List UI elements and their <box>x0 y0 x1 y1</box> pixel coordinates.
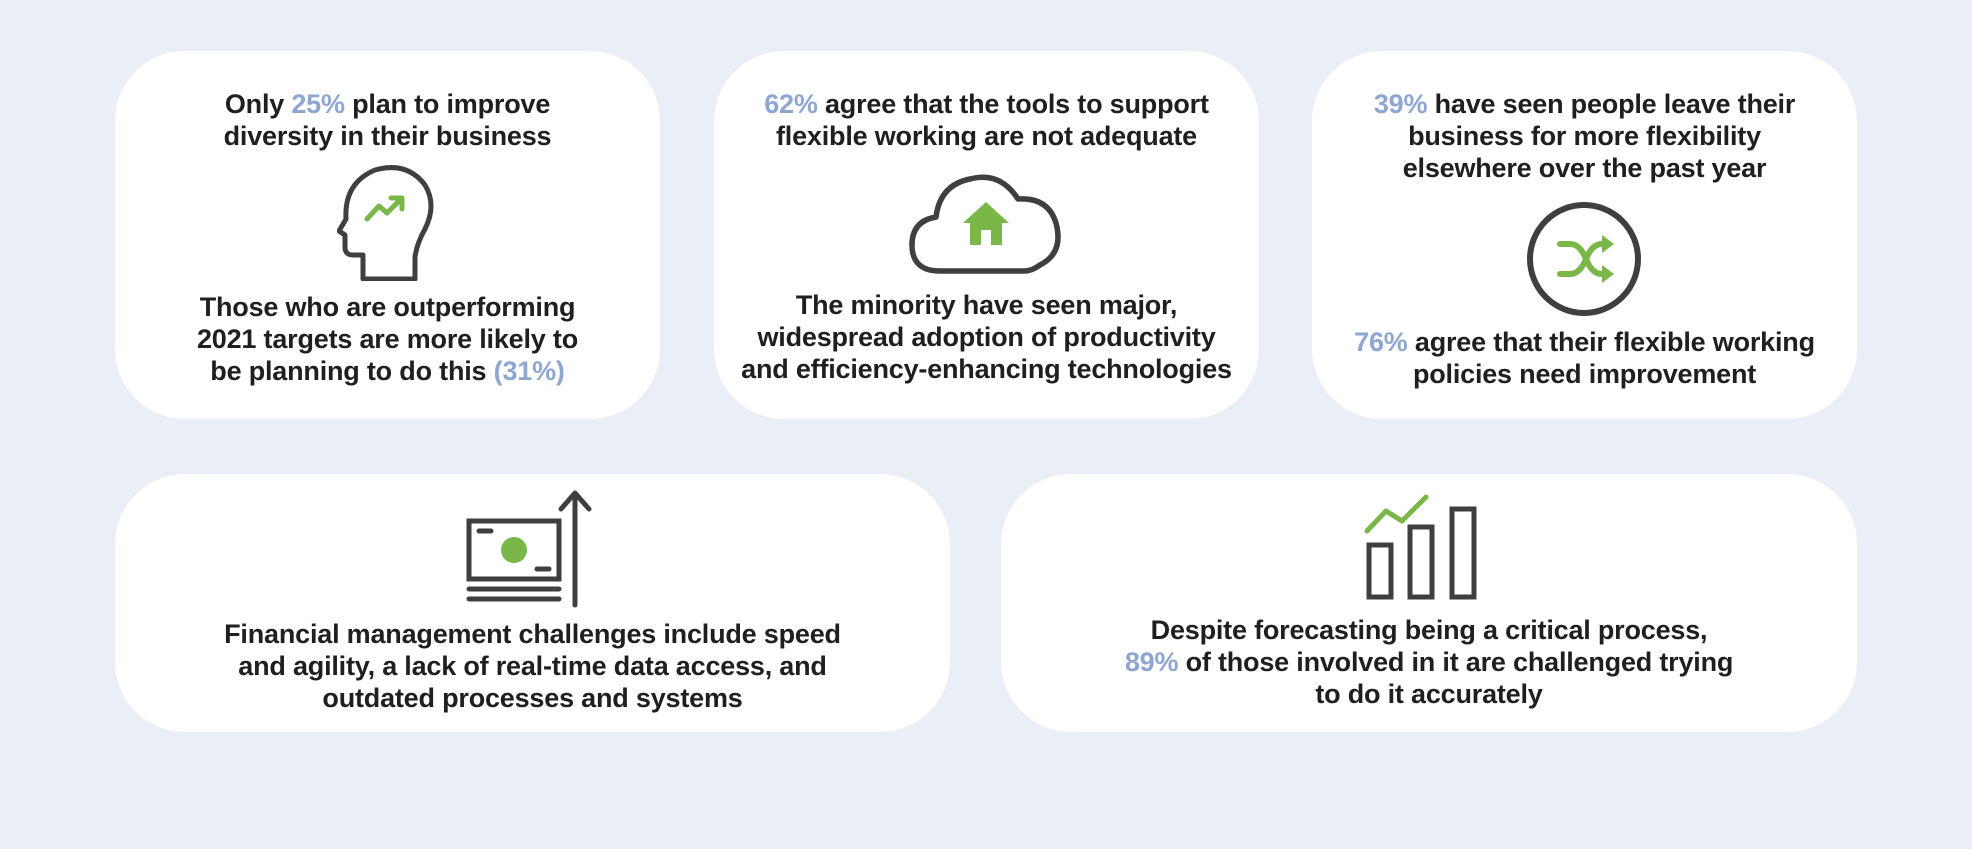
card-detail: Those who are outperforming 2021 targets… <box>115 291 660 387</box>
text-line: outdated processes and systems <box>322 683 743 713</box>
cloud-home-icon <box>908 165 1064 282</box>
highlight-stat: (31%) <box>493 356 565 386</box>
stat-card-financial-management: Financial management challenges include … <box>115 474 950 732</box>
text-line: and efficiency-enhancing technologies <box>741 354 1232 384</box>
card-headline: Financial management challenges include … <box>115 618 950 714</box>
text-line: 2021 targets are more likely to <box>196 324 578 354</box>
text-line: be planning to do this (31%) <box>210 356 565 386</box>
text-line: 89% of those involved in it are challeng… <box>1124 647 1734 677</box>
text-line: flexible working are not adequate <box>776 121 1197 151</box>
text-line: 39% have seen people leave their <box>1373 89 1796 119</box>
highlight-stat: 39% <box>1373 89 1428 119</box>
highlight-stat: 25% <box>291 89 345 119</box>
stat-card-diversity: Only 25% plan to improve diversity in th… <box>115 51 660 419</box>
stat-card-forecasting: Despite forecasting being a critical pro… <box>1001 474 1857 732</box>
card-headline: 39% have seen people leave their busines… <box>1312 88 1857 184</box>
text-line: to do it accurately <box>1315 679 1543 709</box>
text-line: diversity in their business <box>223 121 552 151</box>
text-line: The minority have seen major, <box>795 290 1178 320</box>
card-detail: The minority have seen major, widespread… <box>714 289 1259 385</box>
text-line: Only 25% plan to improve <box>224 89 551 119</box>
text-line: 62% agree that the tools to support <box>764 89 1209 119</box>
text-line: widespread adoption of productivity <box>757 322 1216 352</box>
text-line: business for more flexibility <box>1408 121 1761 151</box>
highlight-stat: 62% <box>764 89 818 119</box>
highlight-stat: 76% <box>1354 327 1408 357</box>
text-line: Those who are outperforming <box>199 292 576 322</box>
stat-card-flexible-tools: 62% agree that the tools to support flex… <box>714 51 1259 419</box>
card-headline: Despite forecasting being a critical pro… <box>1001 614 1857 710</box>
money-growth-icon <box>465 489 595 614</box>
text-line: policies need improvement <box>1412 359 1757 389</box>
card-headline: Only 25% plan to improve diversity in th… <box>115 88 660 152</box>
text-line: Financial management challenges include … <box>224 619 841 649</box>
text-line: 76% agree that their flexible working <box>1354 327 1815 357</box>
card-detail: 76% agree that their flexible working po… <box>1312 326 1857 390</box>
stat-card-flexibility-leavers: 39% have seen people leave their busines… <box>1312 51 1857 419</box>
highlight-stat: 89% <box>1124 647 1179 677</box>
shuffle-circle-icon <box>1524 199 1644 324</box>
text-line: elsewhere over the past year <box>1402 153 1767 183</box>
text-line: Despite forecasting being a critical pro… <box>1150 615 1708 645</box>
head-growth-icon <box>336 163 437 286</box>
bar-chart-trend-icon <box>1364 491 1488 608</box>
text-line: and agility, a lack of real-time data ac… <box>238 651 827 681</box>
card-headline: 62% agree that the tools to support flex… <box>714 88 1259 152</box>
